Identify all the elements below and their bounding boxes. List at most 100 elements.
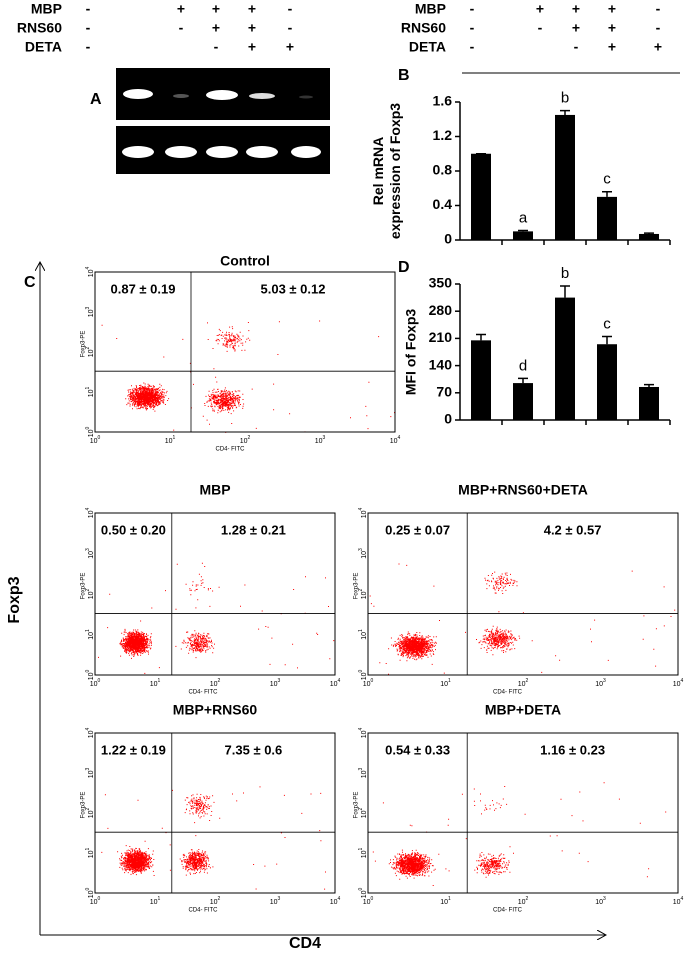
- tick-base: 10: [88, 890, 95, 898]
- y-tick-label: 103: [85, 767, 95, 778]
- tick-exp: 4: [85, 266, 91, 269]
- gel-band: [173, 94, 189, 98]
- y-tick-label: 70: [436, 384, 452, 400]
- y-tick-label: 103: [358, 767, 368, 778]
- gel-band: [291, 146, 321, 158]
- gel-band: [165, 146, 197, 158]
- x-tick-label: 104: [330, 896, 341, 906]
- tick-base: 10: [330, 899, 338, 906]
- tick-exp: 4: [681, 678, 684, 684]
- tick-base: 10: [361, 850, 368, 858]
- condition-sign: -: [470, 20, 475, 36]
- tick-exp: 0: [371, 678, 374, 684]
- tick-base: 10: [88, 730, 95, 738]
- tick-exp: 4: [358, 507, 364, 510]
- tick-base: 10: [240, 438, 248, 445]
- condition-label: DETA: [409, 39, 446, 55]
- tick-exp: 4: [85, 727, 91, 730]
- y-tick-label: 0.8: [433, 162, 453, 178]
- tick-exp: 4: [85, 507, 91, 510]
- y-tick-label: 102: [358, 807, 368, 818]
- bar: [471, 340, 491, 420]
- y-tick-label: 100: [85, 669, 95, 680]
- quadrant-value: 4.2 ± 0.57: [544, 522, 602, 537]
- y-tick-label: 102: [85, 588, 95, 599]
- tick-exp: 2: [85, 346, 91, 349]
- condition-sign: +: [608, 1, 616, 17]
- y-tick-label: 104: [358, 727, 368, 738]
- tick-base: 10: [88, 309, 95, 317]
- y-tick-label: 1.6: [433, 93, 453, 109]
- x-tick-label: 101: [165, 435, 176, 445]
- tick-base: 10: [210, 899, 218, 906]
- tick-base: 10: [363, 899, 371, 906]
- flow-x-label: CD4- FITC: [216, 447, 246, 453]
- tick-exp: 2: [526, 896, 529, 902]
- panel-label: B: [398, 67, 410, 84]
- tick-exp: 3: [603, 896, 606, 902]
- condition-label: MBP: [31, 1, 62, 17]
- panel-label: C: [24, 274, 36, 291]
- y-tick-label: 100: [85, 887, 95, 898]
- flow-dots: [369, 563, 676, 675]
- quadrant-value: 7.35 ± 0.6: [225, 742, 283, 757]
- y-tick-label: 101: [85, 629, 95, 640]
- tick-exp: 3: [358, 548, 364, 551]
- annotation: b: [561, 265, 569, 282]
- y-tick-label: 102: [85, 807, 95, 818]
- x-tick-label: 102: [240, 435, 251, 445]
- tick-base: 10: [210, 681, 218, 688]
- x-tick-label: 100: [90, 896, 101, 906]
- tick-exp: 2: [218, 896, 221, 902]
- x-tick-label: 104: [673, 678, 684, 688]
- x-tick-label: 104: [390, 435, 401, 445]
- tick-exp: 0: [85, 426, 91, 429]
- y-axis-label: Rel mRNA: [370, 137, 386, 205]
- tick-exp: 1: [158, 678, 161, 684]
- tick-base: 10: [363, 681, 371, 688]
- tick-exp: 1: [173, 435, 176, 441]
- tick-base: 10: [518, 899, 526, 906]
- plot-title: Control: [220, 253, 270, 269]
- condition-sign: -: [538, 20, 543, 36]
- tick-base: 10: [361, 632, 368, 640]
- condition-sign: -: [86, 20, 91, 36]
- tick-exp: 0: [358, 887, 364, 890]
- tick-exp: 2: [526, 678, 529, 684]
- tick-exp: 0: [98, 896, 101, 902]
- tick-exp: 3: [85, 548, 91, 551]
- tick-exp: 3: [85, 767, 91, 770]
- tick-exp: 3: [323, 435, 326, 441]
- quadrant-value: 0.25 ± 0.07: [385, 522, 450, 537]
- tick-base: 10: [90, 438, 98, 445]
- tick-base: 10: [88, 591, 95, 599]
- tick-base: 10: [361, 890, 368, 898]
- y-tick-label: 1.2: [433, 127, 453, 143]
- x-tick-label: 100: [363, 678, 374, 688]
- tick-exp: 1: [448, 678, 451, 684]
- tick-base: 10: [88, 269, 95, 277]
- flow-y-label: Foxp3-PE: [81, 331, 87, 358]
- x-tick-label: 103: [595, 896, 606, 906]
- condition-sign: -: [86, 39, 91, 55]
- y-tick-label: 102: [358, 588, 368, 599]
- tick-base: 10: [88, 349, 95, 357]
- tick-base: 10: [165, 438, 173, 445]
- plot-frame: [367, 732, 679, 894]
- flow-dots: [101, 786, 326, 890]
- x-tick-label: 100: [363, 896, 374, 906]
- tick-base: 10: [361, 770, 368, 778]
- x-tick-label: 100: [90, 678, 101, 688]
- tick-exp: 1: [358, 847, 364, 850]
- annotation: a: [519, 209, 528, 226]
- y-tick-label: 101: [85, 386, 95, 397]
- tick-base: 10: [390, 438, 398, 445]
- plot-frame: [94, 732, 336, 894]
- tick-exp: 0: [358, 669, 364, 672]
- y-tick-label: 0: [444, 231, 452, 247]
- gel-band: [123, 89, 153, 99]
- annotation: d: [519, 357, 527, 374]
- tick-exp: 0: [98, 435, 101, 441]
- tick-base: 10: [270, 681, 278, 688]
